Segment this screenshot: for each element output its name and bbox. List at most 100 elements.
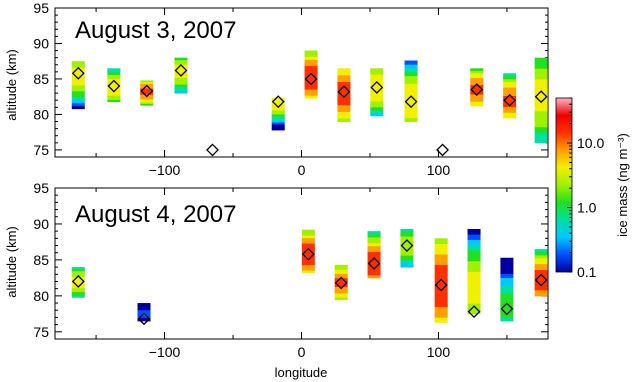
profile-segment bbox=[370, 98, 384, 102]
y-tick-label: 80 bbox=[33, 106, 49, 122]
profile-segment bbox=[107, 91, 121, 94]
profile-segment bbox=[301, 259, 315, 263]
profile-segment bbox=[467, 260, 481, 267]
profile-segment bbox=[71, 268, 85, 272]
profile-segment bbox=[534, 121, 548, 128]
profile-segment bbox=[370, 74, 384, 78]
profile-segment bbox=[467, 228, 481, 235]
profile-segment bbox=[137, 303, 151, 305]
profile-segment bbox=[301, 243, 315, 247]
profile-segment bbox=[467, 276, 481, 283]
profile-segment bbox=[304, 68, 318, 72]
profile-segment bbox=[500, 313, 514, 318]
y-tick-label: 95 bbox=[33, 180, 49, 196]
profile-segment bbox=[334, 280, 348, 283]
profile-bar bbox=[400, 228, 414, 268]
profile-segment bbox=[503, 81, 517, 85]
profile-segment bbox=[470, 98, 484, 102]
diamond-marker bbox=[370, 81, 384, 94]
profile-segment bbox=[71, 87, 85, 92]
profile-segment bbox=[370, 83, 384, 87]
profile-segment bbox=[334, 273, 348, 277]
profile-segment bbox=[140, 94, 154, 97]
profile-segment bbox=[534, 287, 548, 291]
profile-segment bbox=[367, 248, 381, 252]
y-axis-label: altitude (km) bbox=[4, 49, 19, 121]
profile-segment bbox=[534, 73, 548, 80]
profile-segment bbox=[534, 94, 548, 101]
profile-segment bbox=[271, 120, 285, 123]
profile-segment bbox=[137, 314, 151, 316]
profile-segment bbox=[400, 252, 414, 256]
profile-segment bbox=[174, 88, 188, 92]
profile-segment bbox=[174, 68, 188, 72]
profile-segment bbox=[337, 118, 351, 122]
profile-segment bbox=[404, 113, 418, 119]
profile-segment bbox=[534, 132, 548, 138]
profile-segment bbox=[367, 239, 381, 244]
colorbar-gradient bbox=[555, 97, 573, 273]
profile-bar bbox=[304, 50, 318, 99]
profile-segment bbox=[271, 102, 285, 105]
colorbar-label: ice mass (ng m⁻³) bbox=[615, 133, 630, 237]
profile-segment bbox=[137, 304, 151, 306]
profile-segment bbox=[434, 264, 448, 271]
profile-segment bbox=[534, 110, 548, 117]
profile-segment bbox=[534, 290, 548, 294]
profile-segment bbox=[470, 91, 484, 95]
profile-bar bbox=[137, 303, 151, 322]
profile-segment bbox=[137, 315, 151, 317]
panel-title: August 3, 2007 bbox=[75, 17, 236, 44]
profile-segment bbox=[400, 248, 414, 251]
profile-segment bbox=[301, 267, 315, 271]
profile-segment bbox=[140, 80, 154, 83]
profile-segment bbox=[467, 308, 481, 315]
profile-segment bbox=[137, 308, 151, 311]
profile-segment bbox=[174, 77, 188, 81]
profile-segment bbox=[503, 87, 517, 91]
profile-segment bbox=[370, 106, 384, 111]
diamond-marker bbox=[174, 64, 188, 77]
y-tick-label: 90 bbox=[33, 35, 49, 51]
profile-segment bbox=[404, 102, 418, 107]
profile-segment bbox=[271, 98, 285, 101]
x-tick-label: 100 bbox=[427, 162, 451, 178]
profile-segment bbox=[271, 100, 285, 103]
profile-segment bbox=[534, 254, 548, 259]
profile-segment bbox=[304, 77, 318, 81]
profile-segment bbox=[337, 108, 351, 112]
profile-segment bbox=[367, 272, 381, 276]
profile-segment bbox=[503, 90, 517, 94]
profile-segment bbox=[434, 269, 448, 276]
profile-segment bbox=[271, 104, 285, 107]
profile-segment bbox=[301, 245, 315, 249]
x-axis-label: longitude bbox=[275, 365, 328, 380]
profile-segment bbox=[137, 306, 151, 308]
profile-segment bbox=[334, 292, 348, 296]
profile-segment bbox=[434, 280, 448, 287]
x-tick-label: −100 bbox=[149, 162, 181, 178]
diamond-marker bbox=[337, 85, 351, 99]
diamond-marker bbox=[271, 95, 285, 109]
profile-segment bbox=[470, 103, 484, 107]
profile-segment bbox=[71, 76, 85, 80]
panel-august-4: August 4, 2007 altitude (km) longitude 7… bbox=[4, 180, 549, 380]
axis-ticks: 75 80 85 90 95 −100 0 100 bbox=[33, 180, 548, 360]
profile-segment bbox=[367, 231, 381, 235]
profile-segment bbox=[140, 88, 154, 91]
profile-segment bbox=[301, 232, 315, 236]
profile-segment bbox=[467, 244, 481, 251]
colorbar-tick-label: 0.1 bbox=[577, 264, 597, 280]
profile-segment bbox=[500, 297, 514, 302]
profile-segment bbox=[107, 84, 121, 88]
profile-segment bbox=[467, 271, 481, 278]
profile-segment bbox=[271, 110, 285, 113]
profile-segment bbox=[71, 272, 85, 276]
profile-segment bbox=[71, 289, 85, 293]
profile-segment bbox=[503, 115, 517, 119]
profile-segment bbox=[301, 229, 315, 233]
y-tick-label: 85 bbox=[33, 71, 49, 87]
profile-segment bbox=[334, 295, 348, 298]
profile-segment bbox=[140, 97, 154, 100]
profile-bar bbox=[174, 57, 188, 94]
